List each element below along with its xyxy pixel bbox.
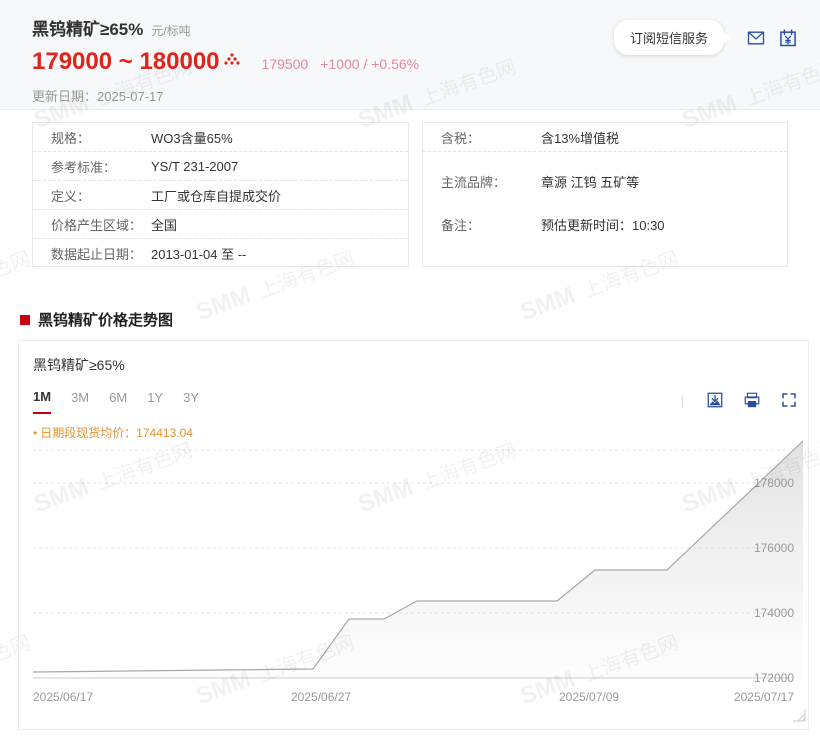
svg-text:2025/06/17: 2025/06/17 xyxy=(33,690,93,704)
svg-text:2025/07/09: 2025/07/09 xyxy=(559,690,619,704)
svg-text:176000: 176000 xyxy=(754,541,794,555)
svg-text:178000: 178000 xyxy=(754,476,794,490)
svg-text:2025/06/27: 2025/06/27 xyxy=(291,690,351,704)
svg-text:2025/07/17: 2025/07/17 xyxy=(734,690,794,704)
svg-text:174000: 174000 xyxy=(754,606,794,620)
svg-text:172000: 172000 xyxy=(754,671,794,685)
